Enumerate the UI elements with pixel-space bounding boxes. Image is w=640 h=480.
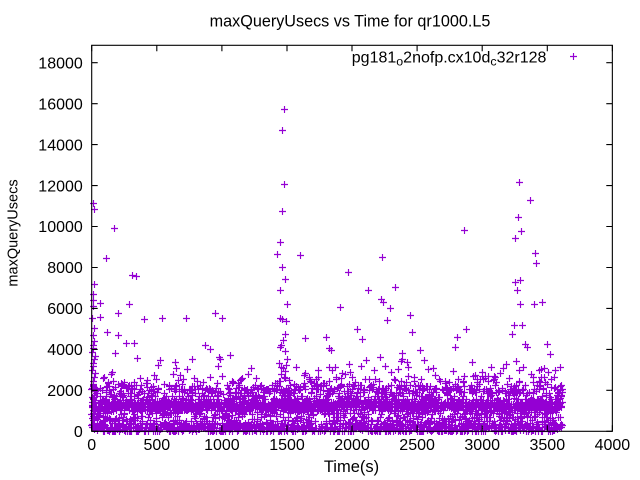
- svg-text:4000: 4000: [595, 437, 631, 454]
- svg-text:18000: 18000: [38, 55, 83, 72]
- svg-text:1000: 1000: [204, 437, 240, 454]
- svg-text:pg181o2nofp.cx10dc32r128: pg181o2nofp.cx10dc32r128: [352, 49, 547, 68]
- svg-text:maxQueryUsecs vs Time for qr10: maxQueryUsecs vs Time for qr1000.L5: [210, 13, 491, 31]
- svg-text:10000: 10000: [38, 219, 83, 236]
- svg-text:maxQueryUsecs: maxQueryUsecs: [5, 179, 21, 286]
- svg-text:16000: 16000: [38, 96, 83, 113]
- svg-text:6000: 6000: [47, 301, 83, 318]
- svg-text:3000: 3000: [464, 437, 500, 454]
- svg-text:12000: 12000: [38, 178, 83, 195]
- svg-text:Time(s): Time(s): [324, 458, 379, 476]
- svg-text:2500: 2500: [399, 437, 435, 454]
- svg-text:0: 0: [74, 424, 83, 441]
- svg-text:2000: 2000: [47, 383, 83, 400]
- svg-text:2000: 2000: [334, 437, 370, 454]
- svg-text:1500: 1500: [269, 437, 305, 454]
- svg-text:14000: 14000: [38, 137, 83, 154]
- svg-text:4000: 4000: [47, 342, 83, 359]
- svg-text:3500: 3500: [530, 437, 566, 454]
- svg-text:500: 500: [143, 437, 170, 454]
- svg-text:0: 0: [87, 437, 96, 454]
- svg-text:8000: 8000: [47, 260, 83, 277]
